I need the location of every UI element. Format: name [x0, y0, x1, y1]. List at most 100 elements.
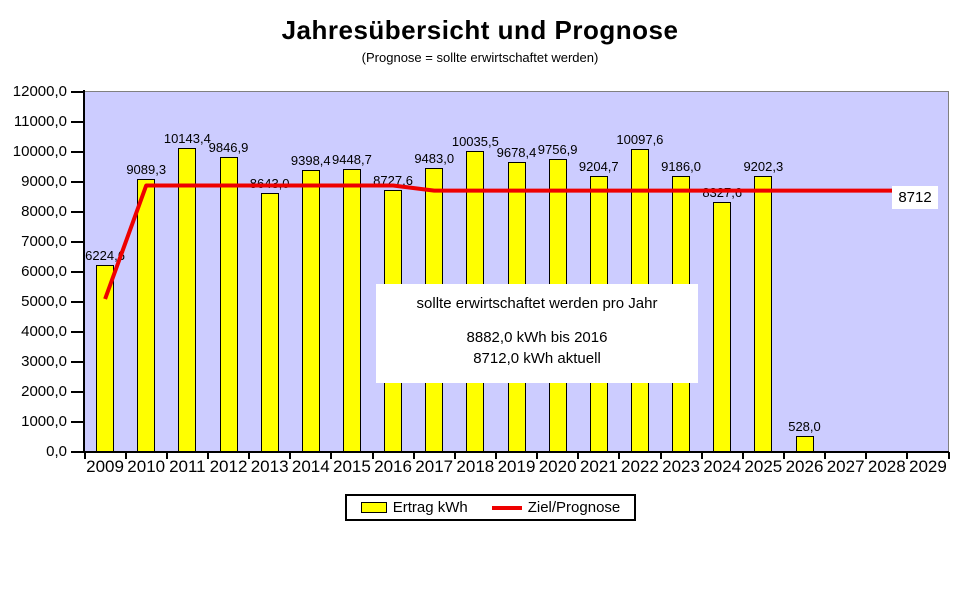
annotation-line-1: sollte erwirtschaftet werden pro Jahr [416, 295, 658, 312]
y-axis-label: 1000,0 [21, 413, 67, 430]
x-axis-label: 2026 [785, 457, 824, 476]
bar-value-label-2020: 9756,9 [537, 142, 578, 158]
x-axis-tick [206, 452, 209, 459]
bar-value-label-2011: 10143,4 [163, 130, 211, 146]
y-axis-label: 6000,0 [21, 263, 67, 280]
x-axis-tick [453, 452, 456, 459]
y-axis-label: 3000,0 [21, 353, 67, 370]
x-axis-tick [330, 452, 333, 459]
x-axis-label: 2021 [579, 457, 618, 476]
y-axis-label: 0,0 [46, 443, 67, 460]
x-axis-label: 2015 [333, 457, 371, 476]
annotation-box: sollte erwirtschaftet werden pro Jahr 88… [376, 284, 698, 383]
bar-value-label-2013: 8643,0 [249, 175, 290, 191]
legend: Ertrag kWh Ziel/Prognose [345, 494, 636, 521]
bar-value-label-2021: 9204,7 [578, 158, 619, 174]
bar-value-label-2018: 10035,5 [451, 133, 499, 149]
x-axis-label: 2029 [909, 457, 947, 476]
y-axis-tick [71, 451, 84, 453]
x-axis-tick [865, 452, 868, 459]
x-axis-label: 2010 [127, 457, 166, 476]
x-axis-label: 2023 [662, 457, 700, 476]
y-axis-tick [71, 151, 84, 153]
x-axis-tick [906, 452, 909, 459]
y-axis-label: 11000,0 [13, 113, 67, 130]
x-axis-tick [782, 452, 785, 459]
x-axis-tick [248, 452, 251, 459]
bar-2026 [795, 436, 814, 452]
y-axis-tick [71, 391, 84, 393]
y-axis-tick [71, 241, 84, 243]
y-axis-label: 5000,0 [21, 293, 67, 310]
bar-value-label-2009: 6224,6 [85, 248, 125, 264]
y-axis-label: 9000,0 [21, 173, 67, 190]
x-axis-label: 2011 [169, 457, 206, 476]
x-axis-label: 2017 [415, 457, 454, 476]
x-axis-label: 2024 [703, 457, 742, 476]
bar-value-label-2023: 9186,0 [661, 159, 701, 175]
x-axis-label: 2028 [867, 457, 906, 476]
y-axis-tick [71, 421, 84, 423]
x-axis-tick [659, 452, 662, 459]
x-axis-label: 2020 [538, 457, 577, 476]
annotation-line-3: 8712,0 kWh aktuell [473, 350, 601, 367]
y-axis-label: 12000,0 [12, 83, 67, 100]
bar-value-label-2016: 8727,6 [373, 173, 413, 189]
y-axis-tick [71, 301, 84, 303]
x-axis-label: 2027 [826, 457, 865, 476]
y-axis-label: 10000,0 [12, 143, 67, 160]
y-axis-tick [71, 121, 84, 123]
bar-value-label-2024: 8327,6 [702, 185, 743, 201]
bar-2014 [301, 170, 320, 452]
bar-value-label-2014: 9398,4 [290, 153, 331, 169]
bar-value-label-2010: 9089,3 [126, 162, 167, 178]
x-axis-label: 2022 [621, 457, 659, 476]
x-axis-label: 2016 [374, 457, 412, 476]
x-axis-tick [536, 452, 539, 459]
x-axis-tick [824, 452, 827, 459]
chart-title: Jahresübersicht und Prognose [281, 15, 679, 45]
bar-value-label-2025: 9202,3 [743, 158, 784, 174]
bar-2015 [342, 168, 361, 452]
y-axis-tick [71, 331, 84, 333]
x-axis-tick [947, 452, 950, 459]
x-axis-tick [494, 452, 497, 459]
x-axis-label: 2025 [744, 457, 783, 476]
y-axis-tick [71, 181, 84, 183]
bar-2013 [260, 192, 279, 452]
bar-2024 [713, 202, 732, 452]
x-axis-label: 2012 [209, 457, 248, 476]
x-axis-label: 2013 [250, 457, 289, 476]
bar-value-label-2019: 9678,4 [496, 144, 537, 160]
bar-value-label-2017: 9483,0 [414, 150, 455, 166]
chart-subtitle: (Prognose = sollte erwirtschaftet werden… [361, 50, 599, 65]
x-axis-label: 2014 [291, 457, 330, 476]
y-axis-tick [71, 271, 84, 273]
y-axis-label: 2000,0 [21, 383, 67, 400]
x-axis-tick [83, 452, 86, 459]
x-axis-tick [577, 452, 580, 459]
x-axis-label: 2018 [456, 457, 495, 476]
legend-bar-swatch-icon [360, 502, 387, 513]
bar-2009 [96, 265, 115, 452]
y-axis-line [83, 90, 85, 453]
bar-2012 [219, 156, 238, 452]
x-axis-tick [371, 452, 374, 459]
annotation-spacer [376, 314, 698, 327]
bar-value-label-2022: 10097,6 [616, 132, 664, 148]
x-axis-label: 2019 [497, 457, 536, 476]
bar-value-label-2015: 9448,7 [332, 151, 372, 167]
x-axis-tick [289, 452, 292, 459]
prognose-end-label: 8712 [892, 186, 938, 209]
y-axis-tick [71, 91, 84, 93]
x-axis-line [83, 451, 949, 453]
bar-value-label-2026: 528,0 [788, 419, 821, 435]
legend-line-swatch-icon [491, 505, 522, 510]
x-axis-label: 2009 [86, 457, 124, 476]
bar-2025 [754, 175, 773, 452]
annotation-line-2: 8882,0 kWh bis 2016 [466, 329, 608, 346]
x-axis-tick [165, 452, 168, 459]
y-axis-tick [71, 361, 84, 363]
legend-label-ziel: Ziel/Prognose [527, 499, 621, 516]
